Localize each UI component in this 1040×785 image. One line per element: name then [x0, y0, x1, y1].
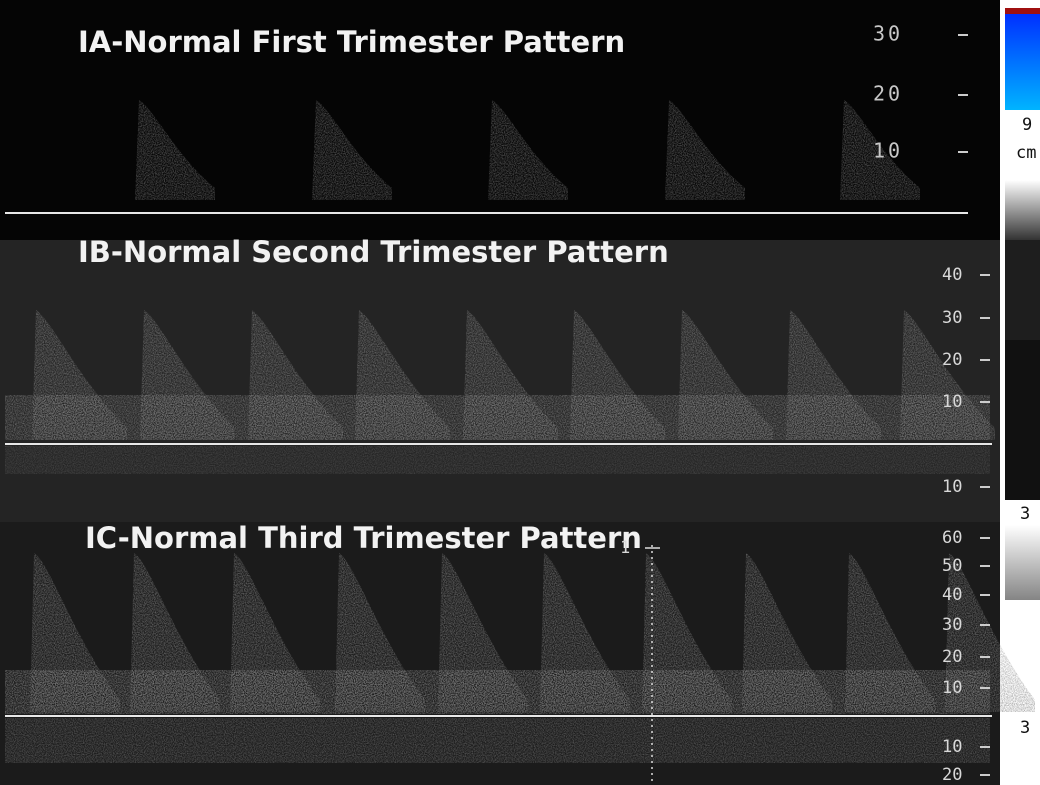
scale-label: 10 — [942, 477, 962, 497]
scale-label: 50 — [942, 556, 962, 576]
scale-label: 40 — [942, 585, 962, 605]
color-bar-red — [1005, 8, 1040, 14]
panel-title: IC-Normal Third Trimester Pattern — [85, 521, 642, 555]
scale-label: 30 — [873, 22, 903, 46]
gray-bar — [1005, 180, 1040, 240]
side-label: 3 — [1020, 718, 1030, 738]
color-bar — [1005, 14, 1040, 110]
doppler-figure: IA-Normal First Trimester Pattern IB-Nor… — [0, 0, 1040, 785]
scale-label: 10 — [942, 737, 962, 757]
noise-band — [5, 446, 990, 474]
panel-title: IB-Normal Second Trimester Pattern — [78, 235, 669, 269]
scale-label: 30 — [942, 615, 962, 635]
panel-title: IA-Normal First Trimester Pattern — [78, 25, 625, 59]
scale-label: 60 — [942, 528, 962, 548]
side-label: 3 — [1020, 504, 1030, 524]
page: {"panels": [ {"title": "IA-Normal First … — [0, 0, 1040, 785]
side-strip — [1005, 340, 1040, 500]
scale-label: 10 — [942, 392, 962, 412]
scale-label: 20 — [942, 350, 962, 370]
scale-label: 20 — [942, 647, 962, 667]
unit-label: cm — [1016, 143, 1036, 163]
scale-label: 10 — [942, 678, 962, 698]
scale-label: 30 — [942, 308, 962, 328]
scale-label: 10 — [873, 139, 903, 163]
noise-band — [5, 718, 990, 763]
scale-label: 20 — [873, 82, 903, 106]
gray-bar-dark — [1005, 240, 1040, 340]
cursor-marker: 1 — [620, 538, 630, 558]
gray-bar-c — [1005, 525, 1040, 600]
side-label: 9 — [1022, 115, 1032, 135]
scale-label: 40 — [942, 265, 962, 285]
scale-label: 20 — [942, 765, 962, 785]
